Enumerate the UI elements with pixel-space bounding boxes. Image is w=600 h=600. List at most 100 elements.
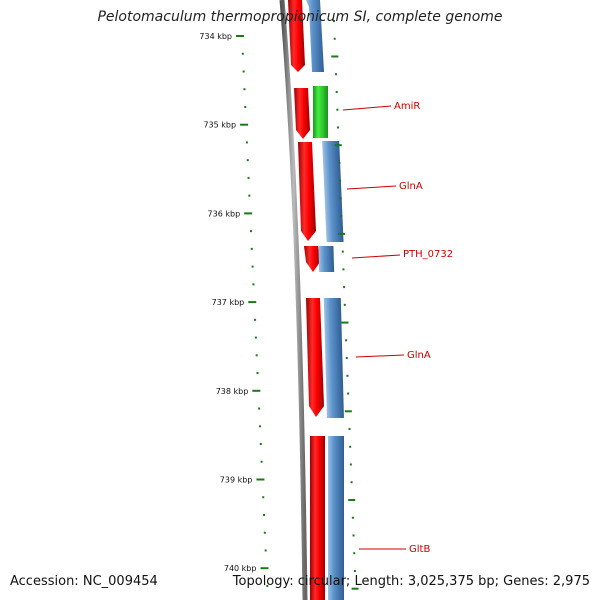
gene-forward[interactable]	[304, 246, 320, 272]
gene-label-gltb[interactable]: GltB	[409, 544, 430, 555]
right-ruler-tick	[348, 498, 356, 501]
map-title: Pelotomaculum thermopropionicum SI, comp…	[97, 9, 503, 25]
gene-label-amir[interactable]: AmiR	[394, 101, 420, 112]
ruler-tick-label: 738 kbp	[216, 387, 249, 396]
right-ruler-tick	[345, 339, 348, 342]
gene-forward[interactable]	[288, 0, 305, 72]
ruler-tick-label: 735 kbp	[203, 121, 236, 130]
right-ruler-tick	[346, 374, 349, 377]
ruler-minor-tick	[249, 230, 252, 233]
ruler-minor-tick	[258, 425, 261, 428]
ruler-minor-tick	[263, 531, 266, 534]
gene-reverse[interactable]	[318, 246, 335, 272]
ruler-tick-label: 736 kbp	[208, 209, 241, 218]
gene-label-glna-1[interactable]: GlnA	[399, 181, 423, 192]
ruler-minor-tick	[248, 194, 251, 197]
gene-forward[interactable]	[298, 142, 316, 241]
ruler-minor-tick	[256, 372, 259, 375]
right-ruler-tick	[348, 428, 351, 431]
ruler-minor-tick	[266, 584, 269, 587]
right-ruler-tick	[353, 552, 356, 555]
gene-reverse[interactable]	[306, 0, 324, 72]
ruler-minor-tick	[246, 159, 249, 162]
ruler: 734 kbp 735 kbp 736 kbp 737 kbp 738 kbp 739 k…	[199, 32, 269, 573]
ruler-minor-tick	[254, 318, 257, 321]
right-ruler-tick	[338, 161, 341, 164]
right-ruler-tick	[342, 268, 345, 271]
right-ruler-tick	[343, 303, 346, 306]
right-ruler-tick	[347, 392, 350, 395]
genes-value: 2,975	[552, 574, 590, 589]
ruler-minor-tick	[242, 70, 245, 73]
right-ruler-tick	[331, 55, 339, 58]
ruler-minor-tick	[255, 354, 258, 357]
right-ruler-tick	[349, 445, 352, 448]
length-value: 3,025,375 bp	[407, 574, 495, 589]
ruler-minor-tick	[254, 336, 257, 339]
topology-value: circular	[297, 574, 346, 589]
gene-label-leader	[346, 185, 397, 190]
sequence-backbone	[279, 0, 308, 600]
gene-forward[interactable]	[310, 436, 325, 600]
right-ruler-tick	[337, 126, 340, 129]
gene-label-leader	[351, 254, 401, 259]
topology-label: Topology:	[232, 574, 294, 589]
ruler-minor-tick	[247, 176, 250, 179]
gene-highlight[interactable]	[313, 86, 328, 138]
right-ruler-tick	[341, 250, 344, 253]
ruler-minor-tick	[262, 496, 265, 499]
right-ruler-tick	[351, 516, 354, 519]
right-ruler-tick	[350, 481, 353, 484]
accession-value: NC_009454	[82, 574, 158, 589]
ruler-tick-label: 737 kbp	[212, 298, 245, 307]
right-ruler-tick	[343, 286, 346, 289]
ruler-minor-tick	[251, 265, 254, 268]
right-ruler-tick	[338, 232, 346, 235]
genes-label: Genes:	[503, 574, 549, 589]
accession-info: Accession: NC_009454	[10, 574, 158, 589]
right-ruler-tick	[341, 321, 349, 324]
sequence-backbone-highlight	[285, 0, 312, 600]
gene-reverse[interactable]	[322, 141, 344, 242]
ruler-minor-tick	[244, 105, 247, 108]
right-ruler-tick	[345, 357, 348, 360]
gene-forward[interactable]	[306, 298, 324, 417]
gene-label-pth-0732[interactable]: PTH_0732	[403, 249, 453, 260]
right-ruler-tick	[335, 73, 338, 76]
right-ruler-tick	[339, 197, 342, 200]
right-ruler-tick	[335, 90, 338, 93]
ruler-minor-tick	[243, 88, 246, 91]
length-label: Length:	[354, 574, 404, 589]
right-ruler-tick	[351, 587, 359, 590]
accession-label: Accession:	[10, 574, 79, 589]
ruler-tick-label: 740 kbp	[224, 564, 257, 573]
ruler-minor-tick	[241, 52, 244, 55]
genome-summary: Topology: circular; Length: 3,025,375 bp…	[232, 574, 590, 589]
ruler-minor-tick	[263, 513, 266, 516]
ruler-minor-tick	[252, 283, 255, 286]
right-ruler-tick	[333, 37, 336, 40]
gene-reverse[interactable]	[328, 436, 344, 600]
gene-label-glna-2[interactable]: GlnA	[407, 350, 431, 361]
ruler-minor-tick	[259, 443, 262, 446]
gene-label-group: AmiR GlnA PTH_0732 GlnA GltB	[342, 101, 453, 555]
ruler-minor-tick	[260, 460, 263, 463]
right-ruler-tick	[333, 20, 335, 22]
gene-reverse[interactable]	[323, 298, 344, 418]
right-ruler-tick	[344, 410, 352, 413]
right-ruler-tick	[353, 569, 356, 572]
right-ruler-tick	[336, 108, 339, 111]
gene-label-leader	[355, 354, 405, 358]
right-ruler-tick	[352, 534, 355, 537]
gene-forward[interactable]	[294, 88, 310, 139]
ruler-minor-tick	[250, 247, 253, 250]
minor-ticks	[241, 52, 269, 587]
right-ticks	[331, 20, 359, 590]
ruler-tick-label: 739 kbp	[220, 476, 253, 485]
ruler-tick-label: 734 kbp	[199, 32, 232, 41]
right-ruler-tick	[349, 463, 352, 466]
gene-label-leader	[342, 105, 392, 111]
right-ruler-tick	[339, 179, 342, 182]
